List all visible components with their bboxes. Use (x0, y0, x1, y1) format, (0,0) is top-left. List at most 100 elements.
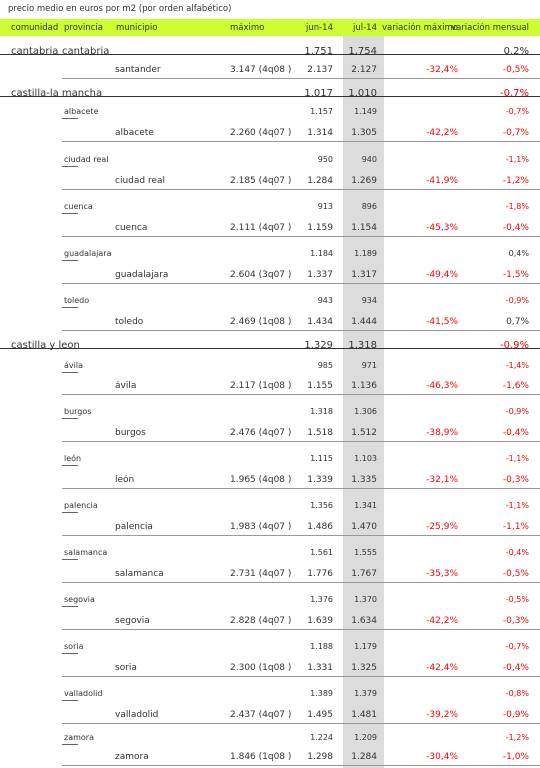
row-divider (62, 307, 78, 308)
cell-provincia: burgos (64, 407, 92, 416)
cell-jun: 2.137 (307, 65, 333, 75)
row-divider (62, 606, 78, 607)
cell-jun: 1.337 (307, 270, 333, 280)
cell-var-mens: -0,4% (502, 223, 529, 233)
cell-jul: 940 (361, 155, 377, 164)
cell-jun: 943 (317, 296, 333, 305)
cell-maximo: 2.604 (3q07 ) (230, 270, 292, 280)
cell-maximo: 2.300 (1q08 ) (230, 663, 292, 673)
cell-comunidad: castilla-la mancha (11, 88, 103, 99)
row-divider (62, 166, 78, 167)
cell-jun: 1.155 (307, 381, 333, 391)
cell-jul: 1.379 (354, 689, 377, 698)
cell-jul: 1.470 (351, 522, 377, 532)
cell-jul: 934 (361, 296, 377, 305)
jul-column-highlight (343, 19, 384, 768)
cell-municipio: burgos (115, 428, 146, 438)
cell-var-mens: -0,8% (505, 689, 529, 698)
cell-municipio: salamanca (115, 569, 164, 579)
cell-var-mens: -0,7% (499, 88, 529, 99)
cell-var-max: -49,4% (426, 270, 458, 280)
cell-jun: 1.356 (310, 501, 333, 510)
cell-var-mens: -0,9% (505, 407, 529, 416)
cell-jun: 1.224 (310, 733, 333, 742)
cell-provincia: guadalajara (64, 249, 112, 258)
cell-var-max: -30,4% (426, 752, 458, 762)
cell-municipio: albacete (115, 128, 154, 138)
cell-jun: 1.434 (307, 317, 333, 327)
comunidad-divider (0, 348, 540, 349)
cell-jul: 1.754 (348, 46, 377, 57)
cell-provincia: zamora (64, 733, 94, 742)
cell-municipio: toledo (115, 317, 144, 327)
cell-provincia: ávila (64, 361, 83, 370)
cell-maximo: 2.117 (1q08 ) (230, 381, 292, 391)
cell-jun: 913 (317, 202, 333, 211)
cell-municipio: ciudad real (115, 176, 166, 186)
cell-jun: 1.561 (310, 548, 333, 557)
cell-jun: 1.389 (310, 689, 333, 698)
cell-var-mens: -0,4% (502, 663, 529, 673)
cell-maximo: 2.731 (4q07 ) (230, 569, 292, 579)
row-divider (62, 512, 78, 513)
cell-maximo: 2.111 (4q07 ) (230, 223, 292, 233)
cell-var-mens: 0,4% (508, 249, 529, 258)
cell-var-max: -46,3% (426, 381, 458, 391)
cell-var-max: -39,2% (426, 710, 458, 720)
cell-jul: 1.149 (354, 107, 377, 116)
row-divider (62, 559, 78, 560)
cell-var-max: -32,4% (426, 65, 458, 75)
cell-var-max: -42,4% (426, 663, 458, 673)
cell-municipio: soria (115, 663, 137, 673)
cell-var-mens: -0,3% (502, 616, 529, 626)
row-divider (62, 236, 540, 237)
cell-var-mens: -0,9% (502, 710, 529, 720)
cell-var-mens: -0,5% (505, 595, 529, 604)
header-row: comunidad provincia municipio máximo jun… (0, 19, 540, 36)
table-caption: precio medio en euros por m2 (por orden … (8, 4, 232, 14)
cell-jun: 1.017 (304, 88, 333, 99)
cell-jul: 1.136 (351, 381, 377, 391)
row-divider (62, 629, 540, 630)
cell-jun: 1.376 (310, 595, 333, 604)
cell-jul: 1.481 (351, 710, 377, 720)
cell-provincia: albacete (64, 107, 99, 116)
cell-jul: 1.512 (351, 428, 377, 438)
cell-jun: 1.318 (310, 407, 333, 416)
row-divider (62, 465, 78, 466)
cell-var-mens: -0,9% (505, 296, 529, 305)
cell-provincia: segovia (64, 595, 95, 604)
cell-jul: 2.127 (351, 65, 377, 75)
row-divider (62, 260, 78, 261)
cell-var-max: -35,3% (426, 569, 458, 579)
row-divider (62, 418, 78, 419)
row-divider (62, 723, 540, 724)
cell-var-mens: -0,4% (505, 548, 529, 557)
cell-jul: 1.154 (351, 223, 377, 233)
header-variacion-mensual: variación mensual (451, 23, 529, 33)
cell-jul: 1.209 (354, 733, 377, 742)
cell-provincia: toledo (64, 296, 90, 305)
cell-var-mens: -1,0% (502, 752, 529, 762)
cell-jul: 1.103 (354, 454, 377, 463)
row-divider (62, 141, 540, 142)
cell-var-max: -25,9% (426, 522, 458, 532)
cell-var-max: -42,2% (426, 616, 458, 626)
cell-provincia: soria (64, 642, 84, 651)
row-divider (62, 118, 78, 119)
cell-jun: 1.495 (307, 710, 333, 720)
header-comunidad: comunidad (11, 23, 59, 33)
cell-jun: 1.188 (310, 642, 333, 651)
row-divider (62, 765, 540, 766)
row-divider (62, 78, 540, 79)
cell-var-max: -41,5% (426, 317, 458, 327)
cell-maximo: 2.260 (4q07 ) (230, 128, 292, 138)
cell-jul: 971 (361, 361, 377, 370)
cell-jun: 1.776 (307, 569, 333, 579)
cell-jun: 1.184 (310, 249, 333, 258)
row-divider (62, 283, 540, 284)
cell-var-mens: -1,1% (505, 501, 529, 510)
cell-provincia: ciudad real (64, 155, 109, 164)
cell-municipio: ávila (115, 381, 137, 391)
cell-jul: 1.284 (351, 752, 377, 762)
